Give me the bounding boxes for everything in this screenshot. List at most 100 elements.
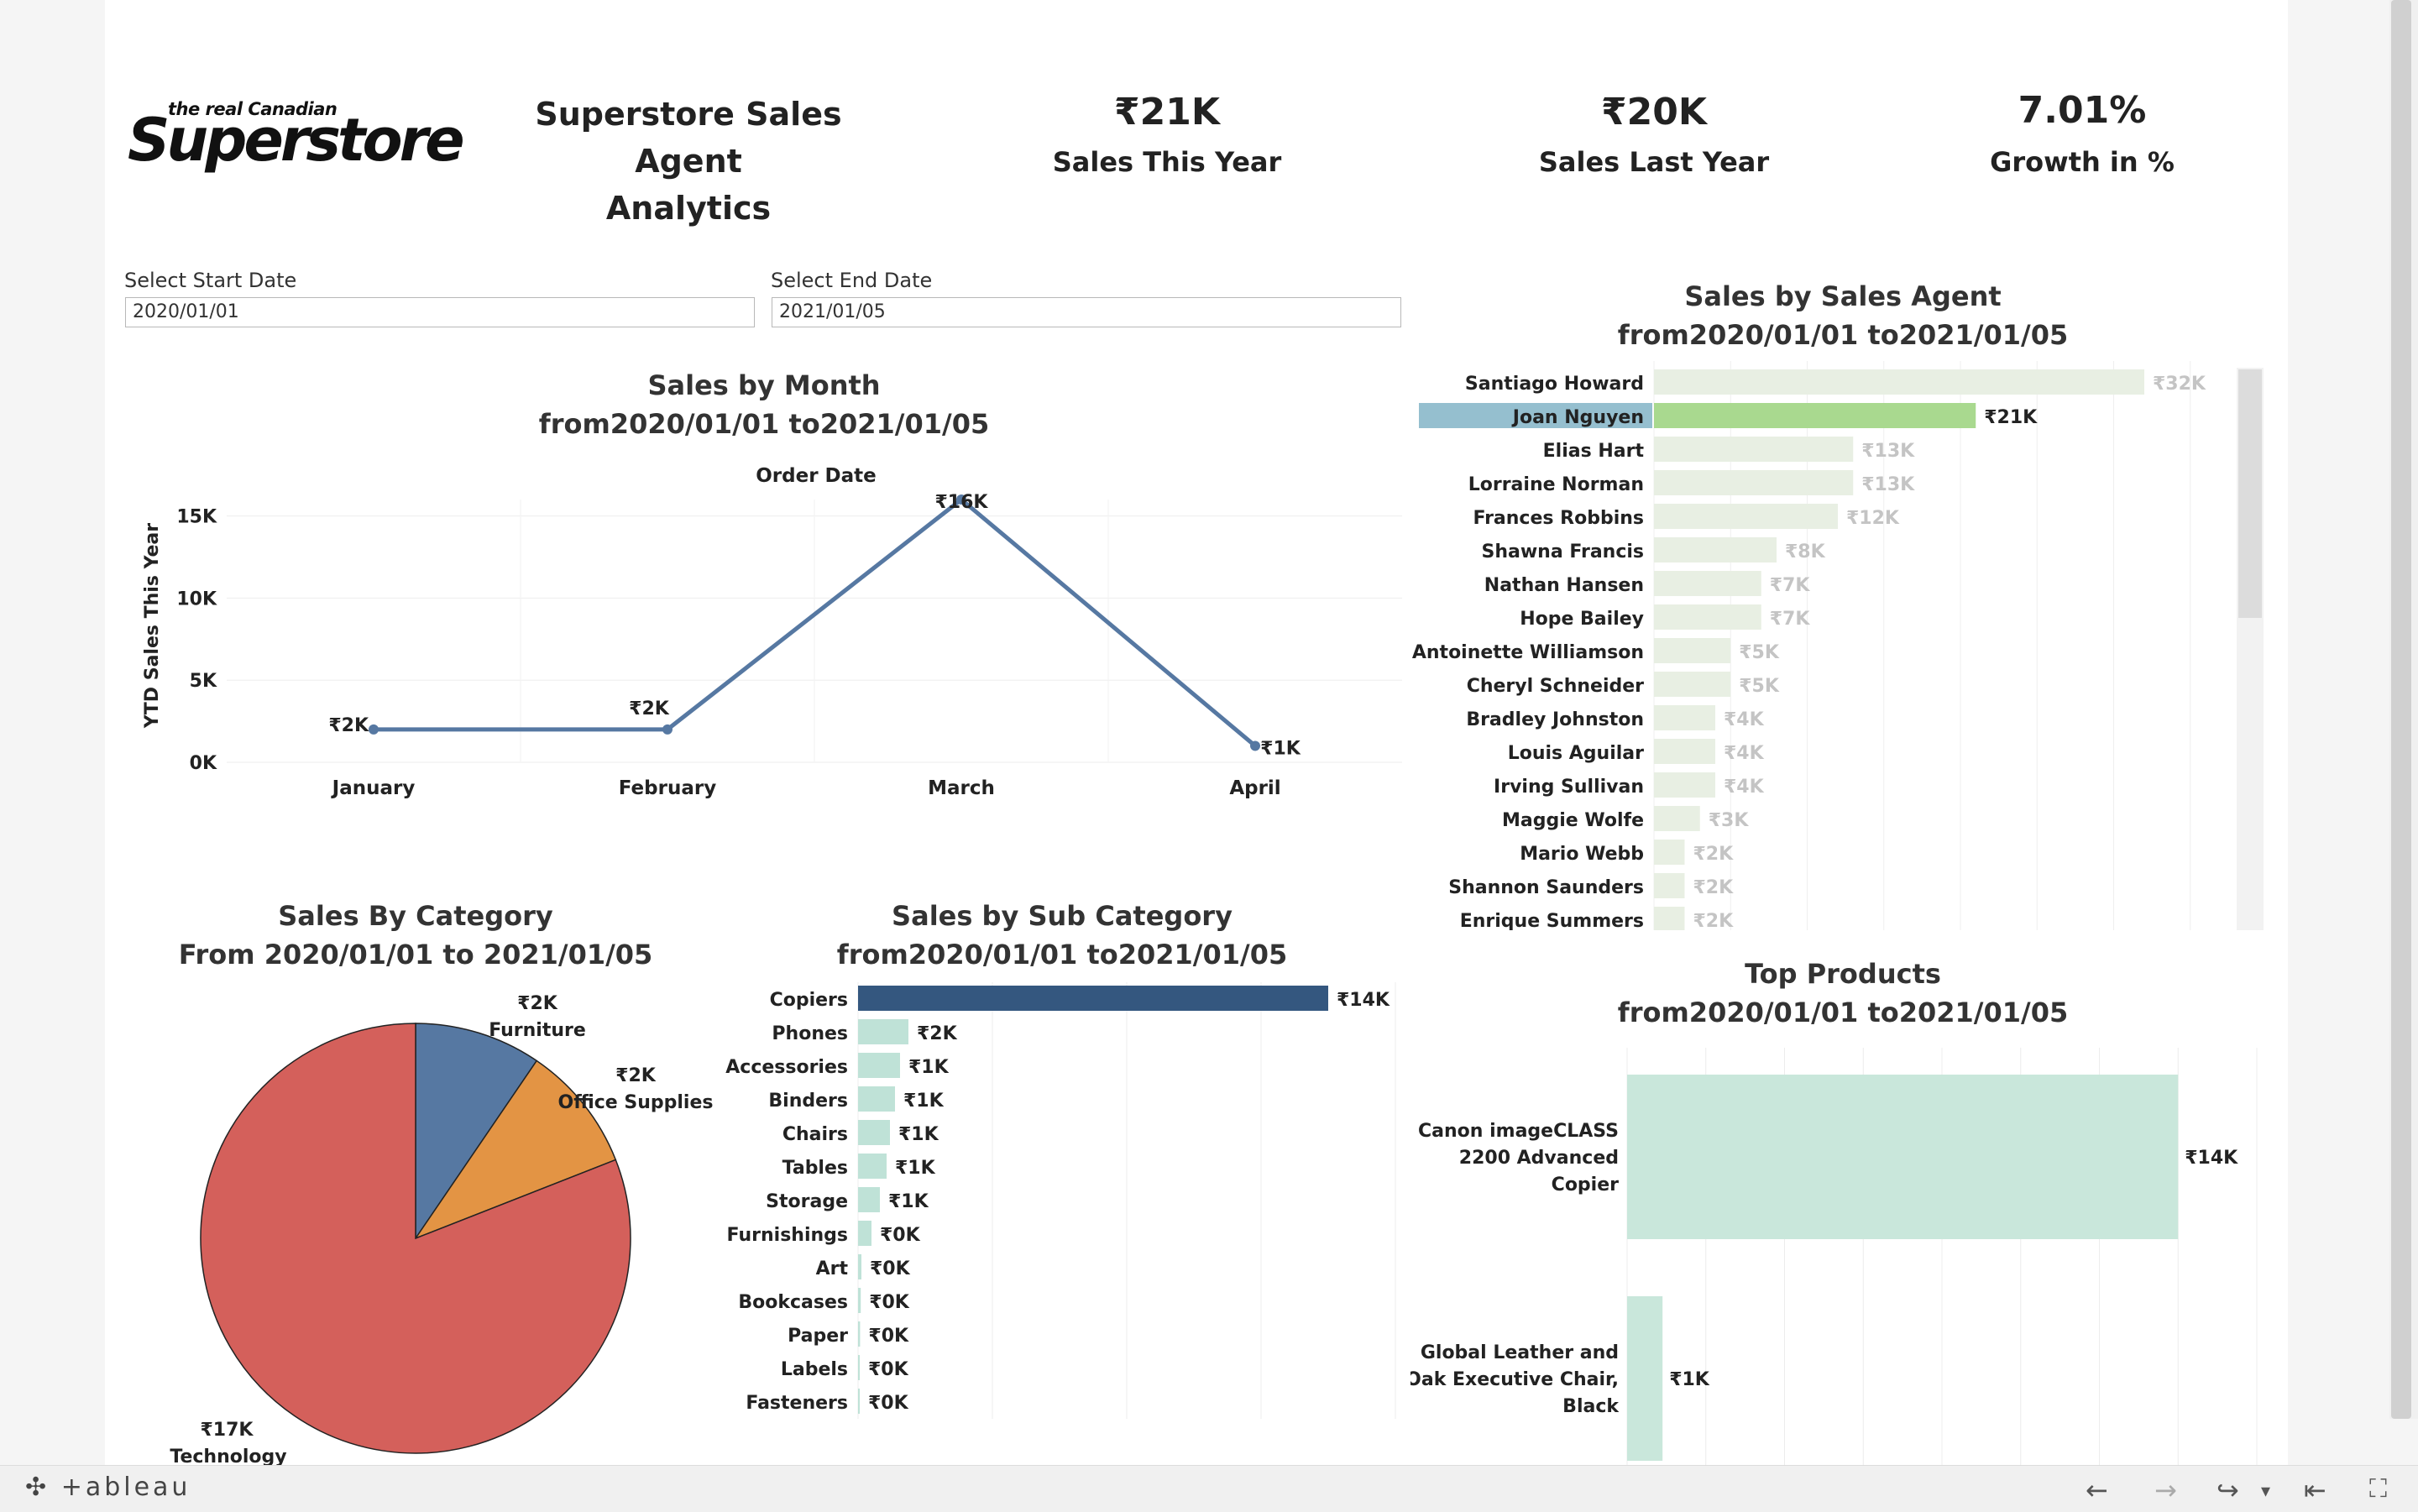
end-date-input[interactable]: 2021/01/05 (772, 297, 1401, 327)
agent-name-label[interactable]: Mario Webb (1520, 844, 1644, 865)
product-bar[interactable] (1627, 1296, 1663, 1461)
subcat-value-label: ₹1K (898, 1124, 939, 1145)
month-y-tick: 0K (190, 753, 217, 774)
subcat-bar[interactable] (858, 1288, 861, 1313)
subcat-bar[interactable] (858, 1321, 861, 1347)
undo-icon[interactable]: ← (2086, 1474, 2108, 1506)
subcat-category-label: Binders (768, 1091, 848, 1112)
month-point[interactable] (369, 724, 379, 735)
revert-dropdown-chevron-icon[interactable]: ▾ (2261, 1481, 2271, 1502)
product-name-label: Canon imageCLASS (1418, 1121, 1619, 1142)
subcat-bar[interactable] (858, 1355, 860, 1380)
subcat-bar[interactable] (858, 1389, 860, 1414)
agent-value-label: ₹7K (1770, 575, 1811, 596)
agent-value-label: ₹12K (1846, 508, 1900, 529)
subcat-bar[interactable] (858, 986, 1328, 1011)
pie-slice-furniture[interactable] (415, 1023, 538, 1241)
page-scroll-thumb[interactable] (2391, 0, 2411, 1419)
subcat-category-label: Paper (788, 1326, 848, 1347)
agent-bar[interactable] (1654, 369, 2144, 395)
agent-name-label[interactable]: Nathan Hansen (1484, 575, 1644, 596)
agent-name-label[interactable]: Lorraine Norman (1468, 474, 1644, 495)
agent-bar[interactable] (1654, 571, 1761, 596)
agent-name-label[interactable]: Hope Bailey (1520, 609, 1644, 630)
agent-name-label[interactable]: Elias Hart (1543, 441, 1645, 462)
subcat-category-label: Labels (781, 1359, 848, 1380)
agent-value-label: ₹7K (1770, 609, 1811, 630)
products-chart-title-line2: from2020/01/01 to2021/01/05 (1617, 997, 2069, 1028)
fullscreen-icon[interactable]: ⛶ (2369, 1474, 2387, 1504)
month-point[interactable] (1250, 740, 1260, 751)
agent-bar[interactable] (1654, 705, 1715, 730)
agent-bar[interactable] (1654, 470, 1854, 495)
pie-category-label: Office Supplies (558, 1092, 714, 1113)
subcat-value-label: ₹1K (903, 1091, 945, 1112)
subcat-bar[interactable] (858, 1221, 871, 1246)
agent-name-label[interactable]: Shannon Saunders (1448, 877, 1644, 898)
revert-icon[interactable]: ↪ (2216, 1474, 2239, 1506)
agent-name-label[interactable]: Enrique Summers (1460, 911, 1644, 932)
agent-bar[interactable] (1654, 504, 1838, 529)
pie-value-label: ₹2K (615, 1065, 657, 1086)
agent-name-label[interactable]: Irving Sullivan (1494, 777, 1644, 798)
redo-icon[interactable]: → (2154, 1474, 2177, 1506)
month-x-tick: February (619, 777, 716, 799)
start-date-input[interactable]: 2020/01/01 (125, 297, 755, 327)
category-pie-chart: ₹2K Furniture ₹2K Office Supplies ₹17K Techno… (170, 993, 714, 1465)
agent-bar[interactable] (1654, 537, 1777, 562)
agent-bar[interactable] (1654, 403, 1976, 428)
pie-slice-technology[interactable] (200, 1023, 631, 1454)
agent-bar[interactable] (1654, 739, 1715, 764)
tableau-logo[interactable]: ✣ +ableau (25, 1473, 191, 1502)
subcat-category-label: Copiers (770, 990, 848, 1011)
pie-slice-office-supplies[interactable] (414, 1059, 617, 1240)
subcat-bar[interactable] (858, 1120, 890, 1145)
agent-bar[interactable] (1654, 604, 1761, 630)
agent-bar[interactable] (1654, 907, 1685, 932)
agent-name-label[interactable]: Louis Aguilar (1508, 743, 1644, 764)
products-chart-title: Top Products from2020/01/01 to2021/01/05 (1478, 955, 2208, 1032)
agent-selected-highlight[interactable] (1419, 403, 1652, 428)
subcat-bar[interactable] (858, 1187, 880, 1212)
subcat-category-label: Bookcases (738, 1292, 848, 1313)
agent-name-label[interactable]: Antoinette Williamson (1412, 642, 1644, 663)
agent-name-label[interactable]: Cheryl Schneider (1467, 676, 1644, 697)
subcat-chart-title-line2: from2020/01/01 to2021/01/05 (836, 939, 1288, 971)
agent-bar[interactable] (1654, 437, 1854, 462)
subcat-bar[interactable] (858, 1154, 887, 1179)
agent-bar[interactable] (1654, 840, 1685, 865)
agent-name-label[interactable]: Maggie Wolfe (1502, 810, 1644, 831)
agent-name-label[interactable]: Frances Robbins (1473, 508, 1644, 529)
subcat-value-label: ₹0K (868, 1359, 909, 1380)
agent-name-label[interactable]: Joan Nguyen (1511, 407, 1644, 428)
agent-name-label[interactable]: Shawna Francis (1482, 541, 1645, 562)
agent-list-scroll-thumb[interactable] (2238, 369, 2262, 618)
agent-bar[interactable] (1654, 672, 1731, 697)
month-point[interactable] (662, 724, 673, 735)
month-point[interactable] (956, 494, 966, 505)
subcat-bar[interactable] (858, 1019, 908, 1044)
month-y-tick: 10K (176, 589, 217, 610)
agent-bar[interactable] (1654, 806, 1700, 831)
subcat-bar[interactable] (858, 1254, 861, 1279)
subcat-chart-title-line1: Sales by Sub Category (892, 900, 1233, 932)
month-x-tick: January (331, 777, 416, 799)
product-name-label: Copier (1552, 1175, 1619, 1195)
subcat-bar[interactable] (858, 1086, 895, 1112)
subcat-category-label: Art (816, 1258, 849, 1279)
product-bar[interactable] (1627, 1075, 2179, 1239)
subcat-bar[interactable] (858, 1053, 900, 1078)
order-date-header: Order Date (756, 465, 877, 487)
agent-bar[interactable] (1654, 772, 1715, 798)
dashboard-title-line2: Analytics (605, 190, 772, 227)
agent-value-label: ₹13K (1861, 441, 1915, 462)
pie-value-label: ₹2K (517, 993, 558, 1014)
reset-to-start-icon[interactable]: ⇤ (2304, 1474, 2326, 1506)
agent-name-label[interactable]: Bradley Johnston (1466, 709, 1644, 730)
agent-bar[interactable] (1654, 873, 1685, 898)
subcat-category-label: Chairs (782, 1124, 848, 1145)
subcat-value-label: ₹1K (895, 1158, 936, 1179)
agent-name-label[interactable]: Santiago Howard (1465, 374, 1644, 395)
agent-bar[interactable] (1654, 638, 1731, 663)
agent-chart-title: Sales by Sales Agent from2020/01/01 to20… (1478, 277, 2208, 354)
